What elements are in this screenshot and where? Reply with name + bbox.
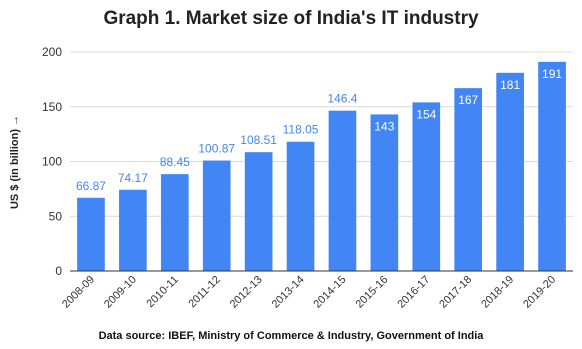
x-tick-label: 2011-12 [186,274,222,310]
bar [286,141,315,271]
y-tick-label: 0 [55,264,62,278]
x-tick-label: 2018-19 [479,274,516,311]
bar [496,72,524,272]
y-tick-label: 200 [42,45,62,59]
data-label: 108.51 [240,133,277,147]
y-tick-label: 100 [42,155,62,169]
bar [538,61,566,272]
x-tick-label: 2014-15 [312,274,349,311]
data-label: 143 [374,119,394,133]
x-tick-label: 2009-10 [102,274,139,311]
bar [370,114,399,271]
data-label: 66.87 [76,179,106,193]
y-tick-label: 50 [49,209,63,223]
data-label: 167 [458,93,478,107]
bar [454,88,483,271]
data-label: 100.87 [198,142,235,156]
x-tick-label: 2008-09 [60,274,97,311]
x-tick-label: 2010-11 [144,274,180,310]
bar [119,189,147,271]
x-tick-label: 2015-16 [353,274,390,311]
x-tick-label: 2012-13 [228,274,265,311]
bar [202,160,231,271]
x-tick-label: 2016-17 [395,274,432,311]
data-label: 154 [416,107,436,121]
data-label: 88.45 [160,155,190,169]
bar [160,174,189,271]
bar [77,197,105,271]
bar [412,102,441,272]
y-tick-label: 150 [42,100,62,114]
data-label: 181 [500,78,520,92]
x-tick-label: 2013-14 [270,274,307,311]
data-label: 191 [542,67,562,81]
x-tick-label: 2017-18 [437,274,474,311]
data-label: 74.17 [118,171,148,185]
data-source-note: Data source: IBEF, Ministry of Commerce … [98,330,484,342]
x-tick-label: 2019-20 [521,274,558,311]
data-label: 146.4 [327,92,357,106]
bar [244,152,273,271]
chart-title: Graph 1. Market size of India's IT indus… [103,8,479,29]
data-label: 118.05 [283,123,319,137]
bar [328,110,357,271]
